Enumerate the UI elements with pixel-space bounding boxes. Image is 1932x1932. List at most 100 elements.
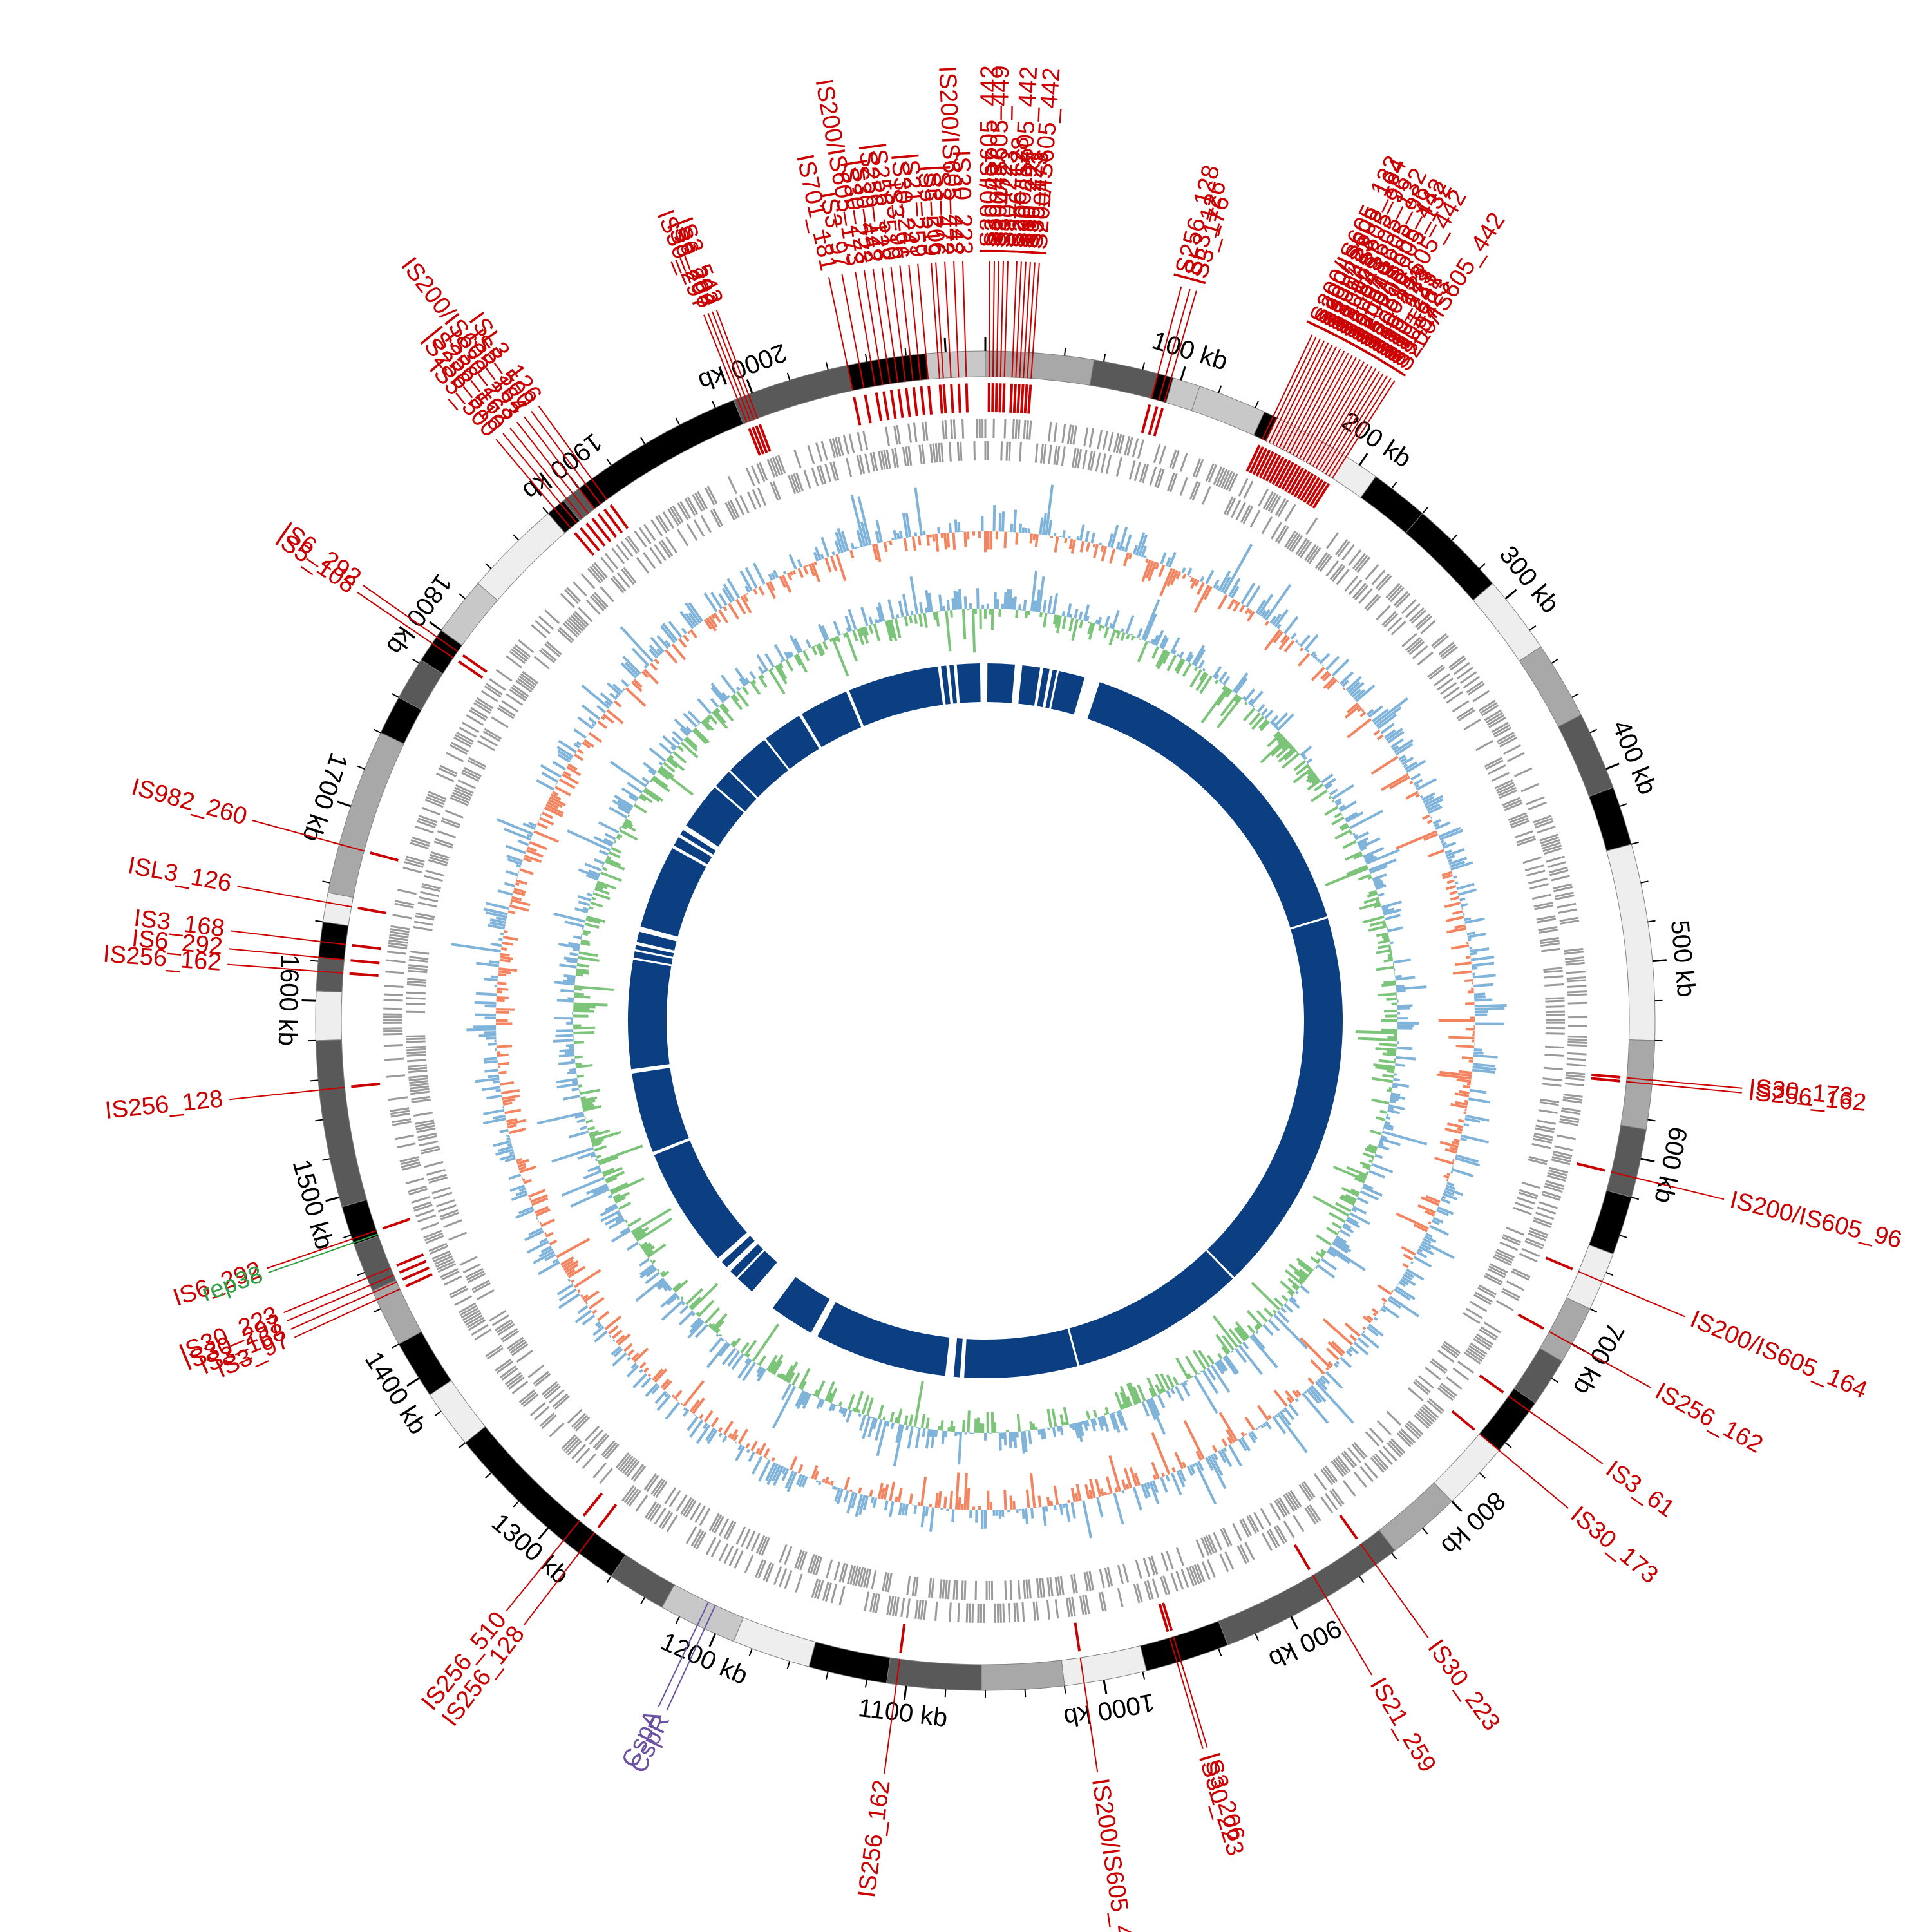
label-leader-line [1626,1081,1742,1094]
gene-mark [415,912,435,918]
gc-content-bar [1094,1479,1102,1497]
gene-mark [408,964,428,969]
gene-mark [1205,463,1215,482]
gene-mark [513,646,529,660]
gc-skew-bar [1376,949,1392,954]
gene-mark [1239,1544,1250,1563]
gene-mark [1224,1551,1235,1570]
gc-skew-bar [1308,775,1318,784]
gc-skew-bar [585,1119,594,1124]
gc-content-bar [497,1061,510,1066]
gc-skew-bar [658,761,663,766]
gc-skew-bar [1388,1087,1392,1090]
gc-content-bar [1449,890,1458,895]
gene-mark [1118,434,1125,454]
gc-content-bar [533,830,559,843]
gc-skew-bar [1273,1297,1284,1307]
gc-skew-bar [617,799,632,810]
gc-content-bar [963,1473,968,1510]
gene-mark [1549,869,1569,876]
gc-content-bar [1448,1036,1475,1040]
gc-skew-bar [864,626,869,636]
gene-mark [822,1582,829,1601]
gene-mark [408,1066,428,1071]
gc-skew-bar [852,630,858,641]
gc-content-bar [571,1279,575,1283]
gene-mark [1065,1597,1070,1618]
gc-content-bar [1105,1476,1113,1494]
gc-skew-bar [1353,853,1363,860]
gc-content-bar [539,1221,542,1225]
gene-mark [1179,477,1188,496]
gc-skew-bar [1251,705,1255,708]
gene-mark [428,791,447,800]
gc-content-bar [1145,558,1149,564]
gc-skew-bar [1332,1242,1349,1254]
gc-skew-bar [1369,864,1388,874]
is-element-mark [755,425,768,453]
label-leader-line [908,264,922,381]
gene-mark [567,1408,583,1424]
is-element-mark [609,504,629,529]
gc-skew-bar [1160,1373,1171,1390]
gene-mark [1528,1155,1548,1163]
is-element-mark [597,513,618,538]
gc-content-bar [562,1260,574,1269]
gc-content-bar [870,1497,875,1504]
gc-skew-bar [1244,688,1256,702]
gc-skew-bar [715,1333,719,1337]
gene-mark [541,1414,557,1429]
label-leader-line [1360,1543,1429,1639]
gene-mark [1061,446,1066,466]
gc-content-bar [1300,1337,1332,1369]
gc-skew-bar [768,1361,777,1373]
gc-skew-bar [1030,570,1038,612]
gene-mark [420,891,440,898]
gc-skew-bar [1137,627,1143,639]
gc-content-bar [1454,1092,1470,1097]
scale-tick [1218,385,1222,393]
gc-content-bar [1189,577,1195,583]
gene-mark [973,441,976,461]
gene-mark [819,464,827,484]
gene-mark [621,1485,635,1502]
gc-skew-bar [1028,1430,1032,1445]
gene-mark [1554,1145,1574,1151]
gene-mark [1564,956,1584,961]
gc-skew-bar [1130,636,1135,641]
gc-skew-bar [925,1417,930,1429]
gc-skew-bar [576,1119,586,1124]
gc-skew-bar [1396,1056,1416,1061]
gc-skew-bar [1341,1194,1356,1204]
gene-mark [1493,726,1512,738]
gene-mark [1244,1542,1255,1560]
label-leader-line [267,1229,377,1269]
gc-skew-bar [1179,651,1184,658]
gc-skew-bar [833,621,841,636]
gene-mark [779,1544,788,1563]
gc-skew-bar [668,1287,673,1292]
gene-mark [411,1098,431,1104]
gc-skew-bar [1339,822,1349,829]
gc-content-bar [1079,524,1085,541]
gc-content-bar [1439,829,1464,841]
gc-content-bar [557,750,573,761]
gc-skew-bar [961,609,967,639]
gene-mark [1547,861,1567,868]
gene-mark [1088,1571,1095,1591]
gc-skew-bar [582,932,589,936]
gc-skew-bar [598,1156,618,1166]
gene-mark [710,1539,721,1558]
gc-content-bar [1440,840,1444,844]
gene-mark [1466,1347,1484,1360]
gc-content-bar [1310,1359,1325,1375]
gc-skew-bar [1280,1280,1296,1295]
gc-skew-bar [1206,1354,1215,1365]
gc-content-bar [639,1361,647,1369]
gene-mark [857,1567,864,1587]
gc-content-bar [1403,1253,1414,1261]
gene-mark [1508,812,1527,821]
gene-mark [1175,1547,1184,1566]
gene-mark [1547,1175,1566,1182]
gc-content-bar [489,960,500,965]
